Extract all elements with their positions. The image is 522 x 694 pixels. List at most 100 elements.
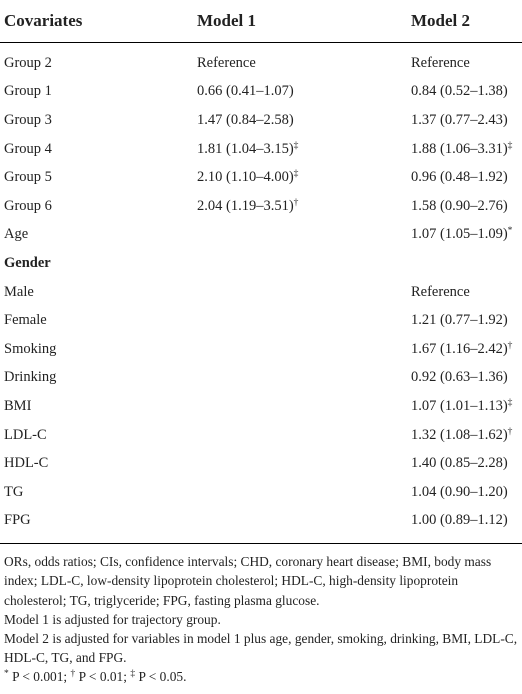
footnote-symbol: † <box>70 669 76 680</box>
table-row: BMI 1.07 (1.01–1.13)‡ <box>0 392 522 421</box>
empty-cell <box>193 421 407 450</box>
table-row: Group 5 2.10 (1.10–4.00)‡ 0.96 (0.48–1.92) <box>0 163 522 192</box>
empty-cell <box>193 392 407 421</box>
section-heading: Gender <box>4 254 51 271</box>
table-cell: HDL-C <box>4 455 49 472</box>
footnote-text: P < 0.01; <box>78 669 127 685</box>
table-cell: TG <box>4 483 24 500</box>
table-row: Drinking 0.92 (0.63–1.36) <box>0 364 522 393</box>
empty-cell <box>193 306 407 335</box>
significance-mark: ‡ <box>293 169 299 180</box>
empty-cell <box>193 364 407 393</box>
table-cell: Reference <box>197 54 256 71</box>
table-cell: 2.10 (1.10–4.00)‡ <box>193 163 407 192</box>
column-header: Model 1 <box>193 0 407 43</box>
significance-mark: † <box>293 197 299 208</box>
footnote: * P < 0.001; † P < 0.01; ‡ P < 0.05. <box>4 667 518 686</box>
table-row: Age 1.07 (1.05–1.09)* <box>0 221 522 250</box>
table-cell: Reference <box>411 54 470 71</box>
table-cell: Female <box>4 312 47 329</box>
table-cell: 1.32 (1.08–1.62)† <box>407 421 522 450</box>
footnote-text: P < 0.001; <box>12 669 68 685</box>
table-cell: 1.21 (0.77–1.92) <box>411 312 508 329</box>
table-row: LDL-C 1.32 (1.08–1.62)† <box>0 421 522 450</box>
empty-cell <box>193 278 407 307</box>
header-row: Covariates Model 1 Model 2 <box>0 0 522 43</box>
cell-value: 1.07 (1.01–1.13) <box>411 397 508 414</box>
table-row: Group 3 1.47 (0.84–2.58) 1.37 (0.77–2.43) <box>0 106 522 135</box>
table-cell: 0.84 (0.52–1.38) <box>411 83 508 100</box>
table-cell: 0.96 (0.48–1.92) <box>411 169 508 186</box>
table-cell: Group 3 <box>4 111 52 128</box>
table-cell: Drinking <box>4 369 57 386</box>
results-table: Covariates Model 1 Model 2 Group 2 Referenc… <box>0 0 522 545</box>
table-row: Gender <box>0 249 522 278</box>
table-cell: 1.04 (0.90–1.20) <box>411 483 508 500</box>
table-body: Group 2 Reference Reference Group 1 0.66 (0.… <box>0 43 522 544</box>
table-cell: Group 1 <box>4 83 52 100</box>
footnote-symbol: * <box>4 669 9 680</box>
table-cell: Male <box>4 283 34 300</box>
table-cell: 1.07 (1.01–1.13)‡ <box>407 392 522 421</box>
footnote-symbol: ‡ <box>130 669 136 680</box>
empty-cell <box>193 335 407 364</box>
table-row: Group 6 2.04 (1.19–3.51)† 1.58 (0.90–2.76) <box>0 192 522 221</box>
table-cell: Group 2 <box>4 54 52 71</box>
table-cell: 1.88 (1.06–3.31)‡ <box>407 135 522 164</box>
cell-value: 2.10 (1.10–4.00) <box>197 169 294 186</box>
table-row: Group 4 1.81 (1.04–3.15)‡ 1.88 (1.06–3.31)… <box>0 135 522 164</box>
table-cell: BMI <box>4 397 32 414</box>
table-row: TG 1.04 (0.90–1.20) <box>0 478 522 507</box>
footnote: ORs, odds ratios; CIs, confidence interv… <box>4 554 492 608</box>
table-cell: FPG <box>4 512 31 529</box>
table-cell: Smoking <box>4 340 57 357</box>
table-cell: Group 4 <box>4 140 52 157</box>
table-cell: 2.04 (1.19–3.51)† <box>193 192 407 221</box>
table-cell: 1.67 (1.16–2.42)† <box>407 335 522 364</box>
cell-value: 1.81 (1.04–3.15) <box>197 140 294 157</box>
significance-mark: * <box>507 226 513 237</box>
table-cell: 1.47 (0.84–2.58) <box>197 111 294 128</box>
significance-mark: † <box>507 340 513 351</box>
table-cell: 0.66 (0.41–1.07) <box>197 83 294 100</box>
footnote-text: P < 0.05. <box>138 669 187 685</box>
table-row: FPG 1.00 (0.89–1.12) <box>0 507 522 544</box>
footnotes: ORs, odds ratios; CIs, confidence interv… <box>0 544 522 686</box>
significance-mark: ‡ <box>507 140 513 151</box>
table-cell: Age <box>4 226 29 243</box>
cell-value: 1.67 (1.16–2.42) <box>411 340 508 357</box>
cell-value: 1.88 (1.06–3.31) <box>411 140 508 157</box>
empty-cell <box>193 449 407 478</box>
cell-value: 2.04 (1.19–3.51) <box>197 197 294 214</box>
empty-cell <box>193 507 407 544</box>
table-row: Male Reference <box>0 278 522 307</box>
empty-cell <box>193 221 407 250</box>
table-cell: LDL-C <box>4 426 47 443</box>
cell-value: 1.07 (1.05–1.09) <box>411 226 508 243</box>
table-row: Group 1 0.66 (0.41–1.07) 0.84 (0.52–1.38) <box>0 78 522 107</box>
empty-cell <box>193 478 407 507</box>
significance-mark: † <box>507 426 513 437</box>
column-header: Model 2 <box>407 0 522 43</box>
footnote: Model 2 is adjusted for variables in mod… <box>4 630 518 666</box>
table-row: HDL-C 1.40 (0.85–2.28) <box>0 449 522 478</box>
table-cell: Group 6 <box>4 197 52 214</box>
table-cell: 1.81 (1.04–3.15)‡ <box>193 135 407 164</box>
table-row: Female 1.21 (0.77–1.92) <box>0 306 522 335</box>
table-cell: 0.92 (0.63–1.36) <box>411 369 508 386</box>
table-cell: 1.07 (1.05–1.09)* <box>407 221 522 250</box>
table-cell: 1.58 (0.90–2.76) <box>411 197 508 214</box>
significance-mark: ‡ <box>293 140 299 151</box>
cell-value: 1.32 (1.08–1.62) <box>411 426 508 443</box>
table-cell: Group 5 <box>4 169 52 186</box>
table-cell: 1.00 (0.89–1.12) <box>411 512 508 529</box>
table-row: Group 2 Reference Reference <box>0 43 522 78</box>
significance-mark: ‡ <box>507 397 513 408</box>
table-cell: Reference <box>411 283 470 300</box>
footnote: Model 1 is adjusted for trajectory group… <box>4 611 221 627</box>
table-cell: 1.40 (0.85–2.28) <box>411 455 508 472</box>
column-header: Covariates <box>0 0 193 43</box>
table-row: Smoking 1.67 (1.16–2.42)† <box>0 335 522 364</box>
table-cell: 1.37 (0.77–2.43) <box>411 111 508 128</box>
